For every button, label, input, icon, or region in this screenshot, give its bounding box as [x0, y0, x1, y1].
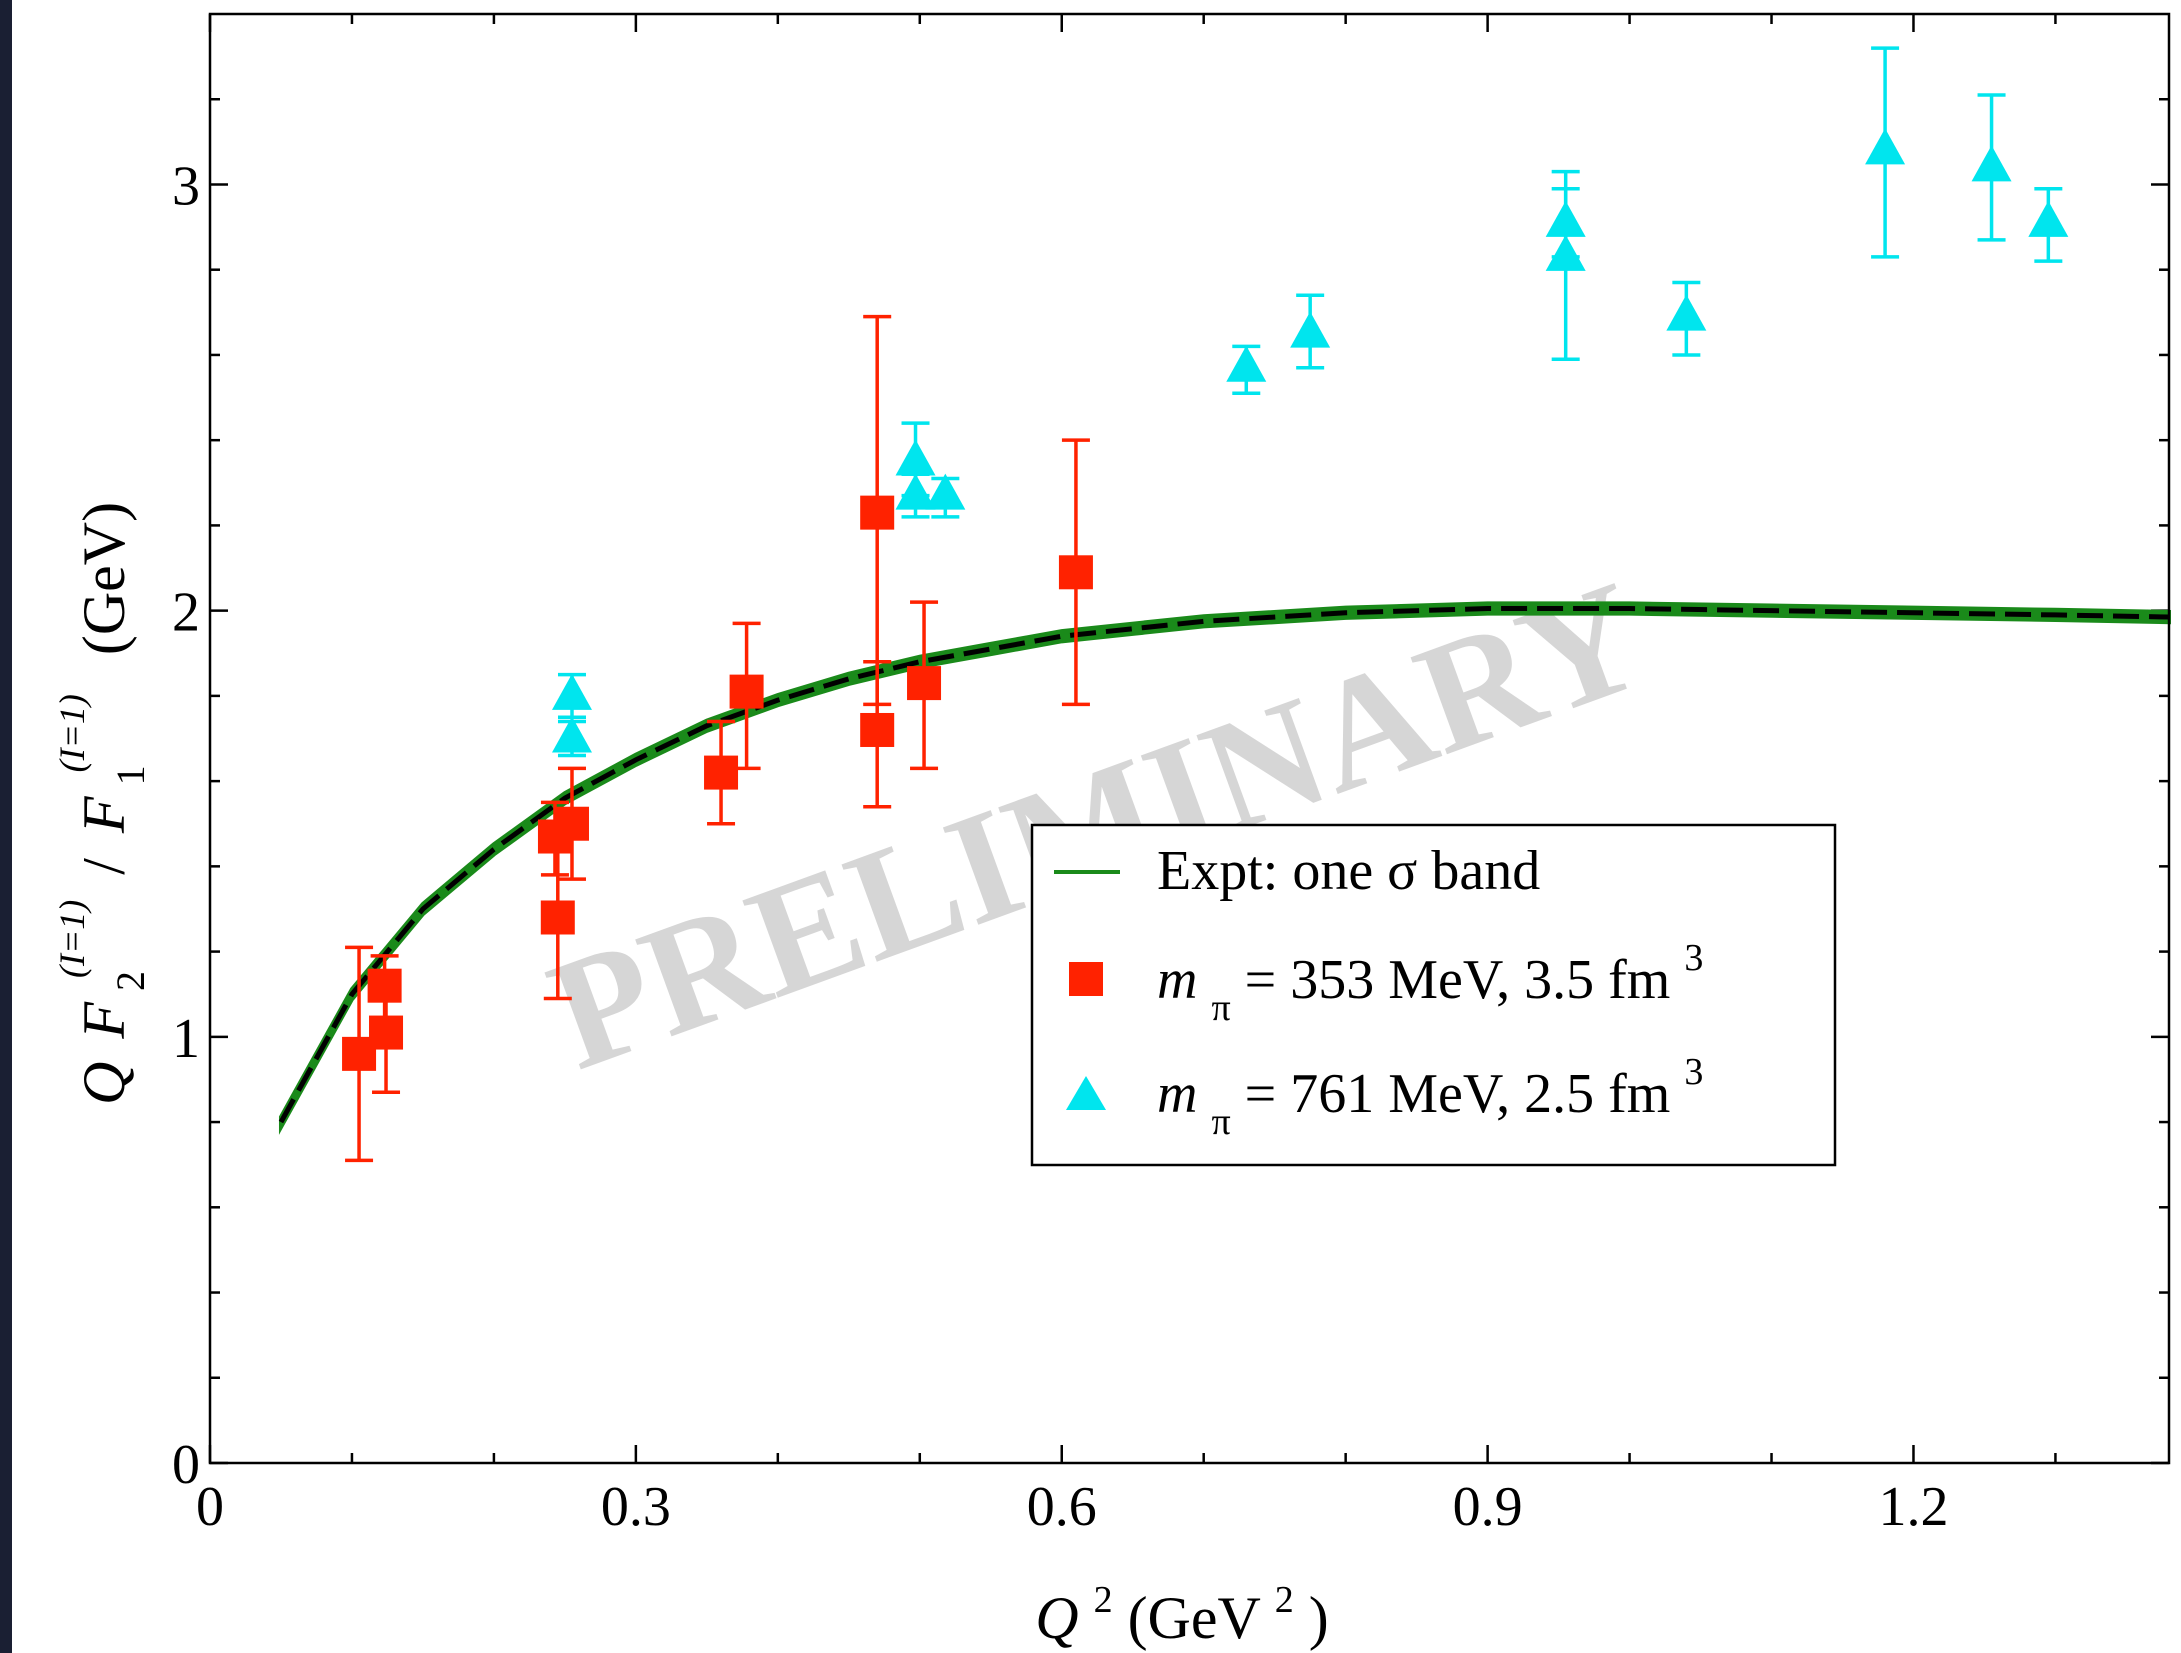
x-tick-label: 1.2: [1878, 1476, 1948, 1538]
y-tick-label: 0: [172, 1434, 200, 1496]
triangle-marker: [551, 716, 592, 753]
data-point-triangle: [551, 672, 592, 719]
axis-tick-labels: 0 0.3 0.6 0.9 1.2 0 1 2 3: [172, 155, 1948, 1538]
triangle-marker: [1545, 234, 1586, 271]
data-point-triangle: [1545, 169, 1586, 361]
expt-central-line: [278, 606, 2170, 1124]
data-point-square: [860, 314, 895, 707]
legend-series2-m: m: [1157, 1063, 1197, 1125]
legend-series2-pi: π: [1211, 1101, 1230, 1143]
triangle-marker: [551, 673, 592, 710]
x-label-close: ): [1309, 1585, 1329, 1651]
triangle-marker: [2028, 200, 2069, 237]
data-point-triangle: [895, 472, 936, 519]
data-point-triangle: [925, 473, 966, 519]
data-point-square: [1058, 438, 1093, 707]
plot-frame: [208, 12, 2171, 1465]
square-marker: [704, 755, 739, 790]
y-tick-label: 3: [172, 155, 200, 217]
data-point-square: [704, 719, 739, 826]
triangle-marker: [925, 473, 966, 510]
y-label-f1-sub: 1: [108, 765, 153, 785]
data-point-triangle: [551, 716, 592, 758]
y-label-q: Q: [71, 1062, 137, 1105]
data-point-triangle: [1971, 93, 2012, 242]
legend-band-label: Expt: one σ band: [1157, 840, 1540, 902]
square-marker: [907, 666, 942, 701]
square-marker: [860, 712, 895, 747]
triangle-marker: [1666, 294, 1707, 331]
x-tick-label: 0.3: [601, 1476, 671, 1538]
x-tick-label: 0: [196, 1476, 224, 1538]
axis-ticks: [208, 14, 2169, 1465]
square-marker: [860, 495, 895, 530]
data-point-square: [907, 600, 942, 771]
triangle-marker: [1865, 128, 1906, 165]
legend: Expt: one σ band m π = 353 MeV, 3.5 fm 3…: [1030, 823, 1837, 1167]
triangle-marker: [1226, 345, 1267, 382]
data-point-triangle: [1290, 293, 1331, 370]
y-label-f1-sup: (I=1): [52, 694, 92, 772]
legend-series2-sup: 3: [1684, 1051, 1703, 1093]
legend-series1-pi: π: [1211, 987, 1230, 1029]
legend-series2-text: = 761 MeV, 2.5 fm: [1245, 1063, 1671, 1125]
legend-triangle-marker: [1066, 1076, 1106, 1110]
y-label-f2-sub: 2: [108, 971, 153, 991]
y-label-slash: /: [71, 858, 137, 875]
square-marker: [1058, 555, 1093, 590]
y-label-f2-sup: (I=1): [52, 900, 92, 978]
data-point-triangle: [2028, 186, 2069, 263]
x-axis-label: Q 2 (GeV 2 ): [1035, 1559, 1329, 1651]
legend-series1-sup: 3: [1684, 937, 1703, 979]
data-point-square: [860, 660, 895, 809]
x-label-q-sup: 2: [1094, 1579, 1113, 1621]
triangle-marker: [895, 473, 936, 510]
page-edge-strip: [0, 0, 12, 1653]
data-point-square: [369, 971, 404, 1094]
x-label-q: Q: [1035, 1585, 1078, 1651]
legend-box: [1030, 823, 1837, 1167]
square-marker: [554, 806, 589, 841]
data-point-square: [554, 766, 589, 881]
y-label-f1: F: [71, 795, 137, 834]
triangle-marker: [1290, 311, 1331, 348]
data-point-square: [540, 834, 575, 1001]
y-tick-label: 2: [172, 582, 200, 644]
legend-series1-label: m π = 353 MeV, 3.5 fm 3: [1157, 937, 1703, 1033]
square-marker: [369, 1015, 404, 1050]
data-point-square: [729, 621, 764, 771]
data-point-triangle: [1226, 344, 1267, 396]
legend-square-marker: [1069, 962, 1103, 996]
data-point-triangle: [1666, 280, 1707, 357]
data-points: [342, 46, 2069, 1163]
square-marker: [540, 900, 575, 935]
legend-series1-text: = 353 MeV, 3.5 fm: [1245, 949, 1671, 1011]
data-point-triangle: [1865, 46, 1906, 259]
triangle-marker: [895, 439, 936, 476]
y-tick-label: 1: [172, 1008, 200, 1070]
x-label-unit: (GeV: [1128, 1585, 1261, 1651]
x-label-unit-sup: 2: [1275, 1579, 1294, 1621]
y-label-f2: F: [71, 1001, 137, 1040]
triangle-marker: [1971, 145, 2012, 182]
square-marker: [729, 674, 764, 709]
x-tick-label: 0.6: [1027, 1476, 1097, 1538]
y-label-unit: (GeV): [71, 502, 137, 655]
legend-series1-m: m: [1157, 949, 1197, 1011]
legend-series2-label: m π = 761 MeV, 2.5 fm 3: [1157, 1051, 1703, 1147]
y-axis-label: Q F 2 (I=1) / F 1 (I=1) (GeV): [31, 502, 157, 1105]
x-tick-label: 0.9: [1453, 1476, 1523, 1538]
